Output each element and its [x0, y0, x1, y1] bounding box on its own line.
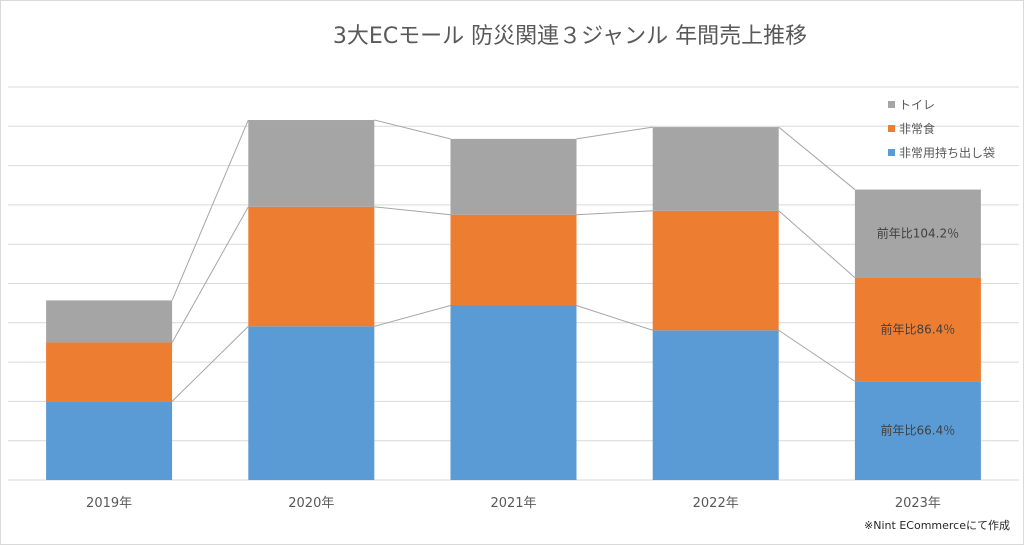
bar-segment [248, 120, 375, 207]
bar-segment [450, 214, 577, 306]
series-connector-line [171, 119, 249, 301]
x-tick-label: 2020年 [288, 496, 334, 511]
legend-swatch [888, 149, 895, 156]
bar-segment [46, 342, 173, 402]
series-connector-line [778, 329, 856, 382]
legend-label: トイレ [899, 98, 935, 112]
bar-segment [854, 277, 981, 382]
legend-swatch [888, 101, 895, 108]
series-connector-line [374, 119, 451, 140]
x-tick-label: 2022年 [693, 496, 739, 511]
legend-label: 非常食 [899, 121, 935, 136]
bar-segment [46, 401, 173, 480]
bar-segment [652, 127, 779, 211]
series-connector-line [374, 305, 451, 327]
chart-title: 3大ECモール 防災関連３ジャンル 年間売上推移 [333, 24, 807, 49]
x-tick-label: 2019年 [86, 496, 132, 511]
bar-segment [450, 305, 577, 480]
bar-segment [46, 300, 173, 343]
bar-segment [854, 381, 981, 480]
series-connector-line [171, 325, 249, 402]
series-connector-line [576, 210, 653, 216]
series-connector-line [576, 305, 653, 331]
x-tick-label: 2023年 [895, 496, 941, 511]
legend-swatch [888, 125, 895, 132]
series-connector-line [778, 210, 856, 278]
series-connector-line [171, 206, 249, 343]
series-connector-line [576, 126, 653, 140]
bar-segment [652, 330, 779, 480]
bar-segment [450, 138, 577, 215]
bar-segment [854, 189, 981, 278]
x-tick-label: 2021年 [490, 496, 536, 511]
bar-segment [248, 326, 375, 480]
data-label: 前年比104.2％ [877, 226, 959, 241]
bar-segment [248, 206, 375, 327]
legend-label: 非常用持ち出し袋 [899, 145, 995, 160]
source-note: ※Nint ECommerceにて作成 [864, 519, 1010, 532]
series-connector-line [374, 206, 451, 216]
data-label: 前年比66.4％ [881, 423, 956, 438]
series-connector-line [778, 126, 856, 190]
bar-segment [652, 210, 779, 331]
data-label: 前年比86.4％ [881, 321, 956, 336]
